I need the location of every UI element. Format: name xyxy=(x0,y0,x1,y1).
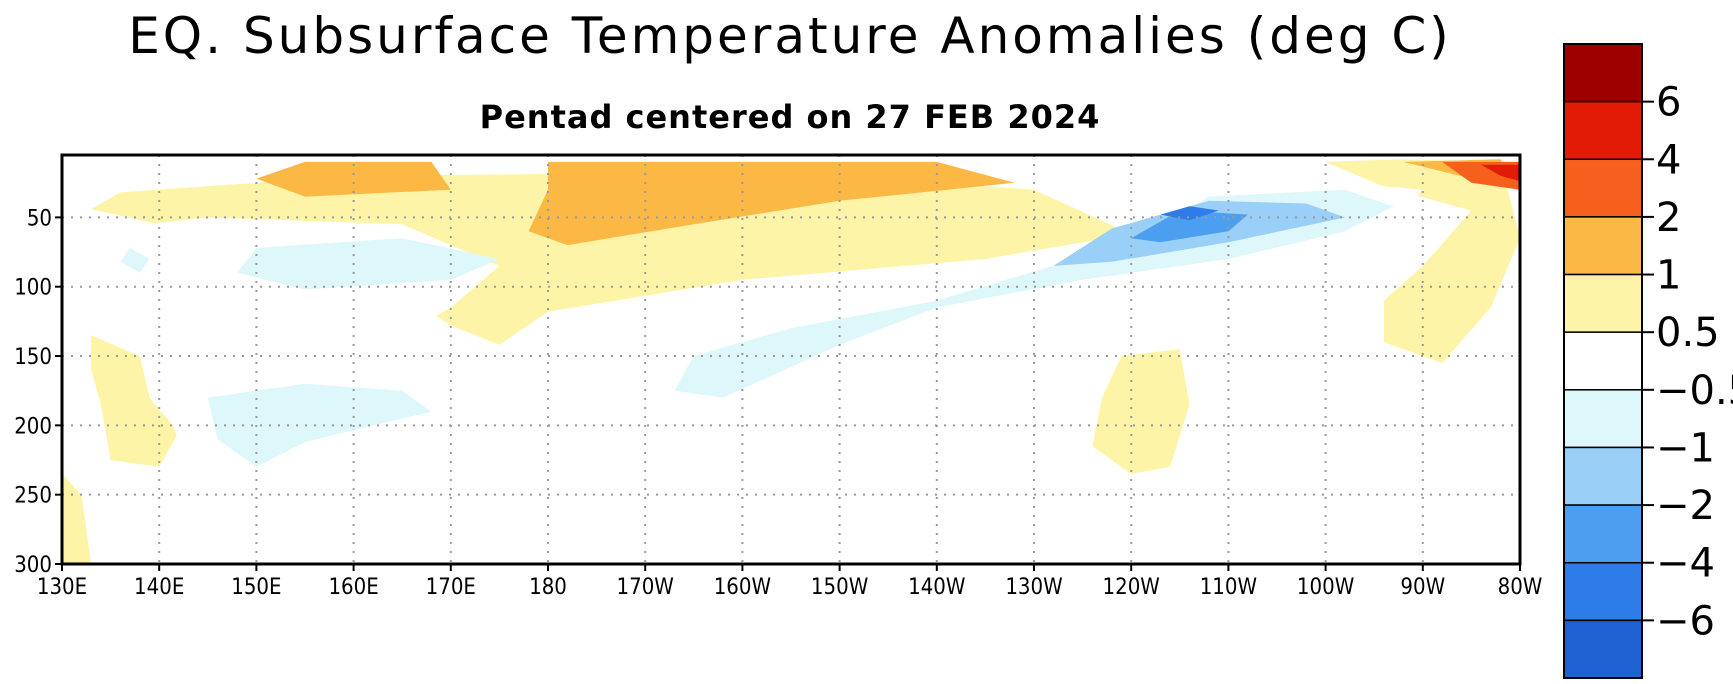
anomaly-region-0 xyxy=(91,173,1132,345)
anomaly-region-10 xyxy=(71,217,500,530)
anomaly-region-3 xyxy=(1325,159,1520,363)
grid-lines xyxy=(62,155,1520,564)
colorbar-swatch xyxy=(1563,389,1643,449)
colorbar-label: 0.5 xyxy=(1656,310,1720,356)
colorbar-label: −0.5 xyxy=(1656,368,1733,414)
x-tick-label: 140W xyxy=(908,575,965,600)
plot-frame xyxy=(60,153,1522,566)
x-tick-label: 180 xyxy=(529,575,567,600)
chart-title: EQ. Subsurface Temperature Anomalies (de… xyxy=(128,7,1452,65)
colorbar-label: −2 xyxy=(1656,483,1715,529)
colorbar-frame xyxy=(1563,43,1643,679)
colorbar-swatch xyxy=(1563,446,1643,506)
y-axis: 50 100 150 200 250 300 xyxy=(14,206,62,578)
colorbar-swatch xyxy=(1563,158,1643,218)
y-tick-label: 100 xyxy=(14,276,52,301)
anomaly-region-19 xyxy=(1131,210,1248,243)
y-tick-label: 50 xyxy=(27,206,52,231)
x-tick-label: 100W xyxy=(1297,575,1354,600)
colorbar-label: −4 xyxy=(1656,541,1715,587)
x-tick-label: 80W xyxy=(1498,575,1543,600)
anomaly-region-1 xyxy=(256,161,451,197)
colorbar-swatch xyxy=(1563,43,1643,103)
x-tick-label: 160W xyxy=(714,575,771,600)
colorbar-label: 4 xyxy=(1656,137,1681,183)
anomaly-region-13 xyxy=(1481,480,1520,564)
x-axis: 130E 140E 150E 160E 170E 180 170W 160W 150W 140W 1… xyxy=(37,564,1543,600)
colorbar-swatch xyxy=(1563,273,1643,333)
anomaly-region-14 xyxy=(237,238,500,290)
y-tick-label: 300 xyxy=(14,553,52,578)
colorbar-swatch xyxy=(1563,331,1643,391)
colorbar-label: −6 xyxy=(1656,598,1715,644)
anomaly-region-11 xyxy=(470,404,548,495)
x-tick-label: 90W xyxy=(1400,575,1445,600)
anomaly-region-20 xyxy=(1160,206,1219,221)
y-tick-label: 200 xyxy=(14,414,52,439)
colorbar-label: 1 xyxy=(1656,253,1681,299)
colorbar-swatch xyxy=(1563,504,1643,564)
anomaly-region-8 xyxy=(62,473,92,564)
x-tick-label: 110W xyxy=(1200,575,1257,600)
anomaly-region-2 xyxy=(528,161,1015,246)
colorbar-label: 6 xyxy=(1656,80,1681,126)
chart-subtitle: Pentad centered on 27 FEB 2024 xyxy=(479,98,1101,136)
colorbar-label: 2 xyxy=(1656,195,1681,241)
anomaly-region-9 xyxy=(1092,349,1190,474)
anomaly-region-6 xyxy=(1481,164,1520,182)
anomaly-region-7 xyxy=(91,335,179,467)
x-tick-label: 130W xyxy=(1005,575,1062,600)
x-tick-label: 130E xyxy=(37,575,87,600)
plot-area xyxy=(60,153,1522,566)
x-tick-label: 170E xyxy=(426,575,476,600)
colorbar-swatch xyxy=(1563,216,1643,276)
x-tick-label: 120W xyxy=(1103,575,1160,600)
colorbar-swatch xyxy=(1563,619,1643,679)
y-tick-label: 150 xyxy=(14,345,52,370)
x-tick-label: 160E xyxy=(328,575,378,600)
anomaly-region-15 xyxy=(120,247,150,273)
x-tick-label: 150E xyxy=(231,575,281,600)
x-tick-label: 140E xyxy=(134,575,184,600)
colorbar-label: −1 xyxy=(1656,425,1715,471)
anomaly-region-16 xyxy=(207,383,432,467)
colorbar-swatch xyxy=(1563,561,1643,622)
y-tick-label: 250 xyxy=(14,484,52,509)
colorbar-swatch xyxy=(1563,100,1643,161)
anomaly-regions xyxy=(62,159,1520,564)
x-tick-label: 170W xyxy=(617,575,674,600)
x-tick-label: 150W xyxy=(811,575,868,600)
colorbar: 6 4 2 1 0.5 −0.5 −1 −2 −4 −6 xyxy=(1563,43,1733,679)
